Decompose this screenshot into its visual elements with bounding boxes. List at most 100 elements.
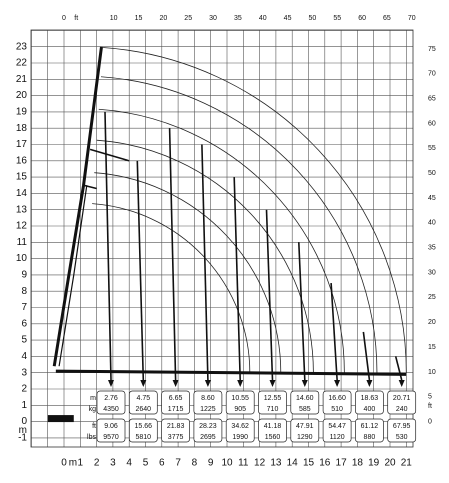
cell-box [225, 418, 255, 443]
bottom-tick-label: 17 [336, 458, 348, 469]
bottom-tick-label: 8 [192, 458, 198, 469]
bottom-tick-label: 15 [303, 458, 315, 469]
bottom-tick-label: 1 [78, 458, 84, 469]
arrow-head [334, 380, 341, 387]
jib-stage-2 [89, 148, 130, 162]
left-tick-label: 14 [16, 188, 28, 199]
cell-value: 18.63 [361, 395, 379, 402]
arrow-head [398, 380, 405, 387]
left-tick-label: 11 [17, 237, 28, 248]
hook-line [168, 128, 177, 381]
bottom-tick-label: 14 [287, 458, 299, 469]
bottom-tick-label: 13 [270, 458, 282, 469]
left-tick-label: 18 [16, 123, 28, 134]
cell-value: 8.60 [201, 395, 215, 402]
hook-line [136, 160, 145, 381]
arrow-head [366, 380, 373, 387]
left-tick-label: 21 [16, 74, 28, 85]
left-tick-label: 0 [21, 416, 27, 427]
cell-value: 21.83 [167, 423, 185, 430]
cell-value: 15.66 [135, 423, 153, 430]
right-tick-label: 30 [428, 269, 436, 276]
top-tick-label: 50 [309, 15, 317, 22]
cell-value: 4.75 [136, 395, 150, 402]
left-tick-label: 10 [16, 253, 28, 264]
bottom-tick-label: 11 [238, 458, 249, 469]
cell-value: 400 [364, 406, 376, 413]
right-unit: ft [428, 403, 432, 410]
cell-value: 3775 [168, 434, 184, 441]
hook-line [394, 356, 403, 381]
cell-box [322, 418, 352, 443]
reach-arc [100, 76, 378, 373]
left-tick-label: 20 [16, 90, 28, 101]
left-tick-label: 12 [16, 221, 28, 232]
cell-box [161, 418, 190, 443]
right-tick-label: 15 [428, 344, 436, 351]
top-tick-label: 40 [259, 15, 267, 22]
top-tick-label: 15 [135, 15, 143, 22]
cell-box [96, 418, 126, 443]
arrow-head [140, 380, 147, 387]
right-tick-label: 25 [428, 294, 436, 301]
bottom-tick-label: 0 [61, 458, 67, 469]
top-tick-label: 55 [333, 15, 341, 22]
cell-box [128, 390, 158, 415]
jib-stage-1 [83, 184, 97, 190]
bottom-tick-label: 5 [143, 458, 149, 469]
grid-frame [30, 29, 414, 448]
left-tick-label: 22 [16, 58, 28, 69]
bottom-tick-label: 12 [254, 458, 266, 469]
cell-value: 34.62 [231, 423, 249, 430]
bottom-tick-label: 21 [401, 458, 413, 469]
cell-box [387, 390, 417, 415]
right-tick-label: 10 [428, 369, 436, 376]
right-tick-label: 20 [428, 319, 436, 326]
hook-line [265, 209, 274, 381]
cell-value: 585 [299, 406, 311, 413]
cell-value: 54.47 [328, 423, 346, 430]
arrow-head [172, 380, 179, 387]
cell-box [290, 418, 320, 443]
reach-arc [103, 47, 407, 373]
left-tick-label: 3 [21, 367, 27, 378]
cell-value: 1120 [330, 434, 345, 441]
hook-line [201, 144, 209, 381]
left-tick-label: 8 [21, 286, 27, 297]
reach-arc [96, 139, 314, 373]
left-tick-label: 4 [21, 351, 27, 362]
reach-arc [92, 203, 251, 373]
cell-box [355, 390, 384, 415]
bottom-tick-label: 4 [126, 458, 132, 469]
top-tick-label: 65 [383, 15, 391, 22]
right-tick-label: 35 [428, 245, 436, 252]
left-tick-label: 23 [16, 41, 28, 52]
top-tick-label: 60 [358, 15, 366, 22]
cell-value: 61.12 [361, 423, 379, 430]
hook-line [104, 111, 112, 381]
cell-value: 14.60 [296, 395, 314, 402]
top-tick-label: 25 [184, 15, 192, 22]
left-tick-label: 2 [21, 384, 27, 395]
arrow-head [237, 380, 244, 387]
cell-box [258, 390, 287, 415]
bottom-tick-label: 2 [94, 458, 100, 469]
cell-value: 20.71 [393, 395, 411, 402]
cell-value: 880 [364, 434, 376, 441]
cell-value: 1290 [297, 434, 313, 441]
top-tick-label: 20 [159, 15, 167, 22]
right-tick-label: 40 [428, 220, 436, 227]
cell-value: 67.95 [393, 423, 411, 430]
hook-line [298, 242, 306, 381]
row-label: m [90, 395, 96, 402]
cell-box [355, 418, 384, 443]
left-tick-label: 15 [16, 172, 28, 183]
bottom-tick-label: 7 [175, 458, 181, 469]
arrow-head [204, 380, 211, 387]
boom-inner [58, 185, 88, 367]
cell-value: 9570 [103, 434, 119, 441]
arrow-head [108, 380, 114, 387]
cell-value: 1990 [232, 434, 248, 441]
cell-value: 510 [331, 406, 343, 413]
